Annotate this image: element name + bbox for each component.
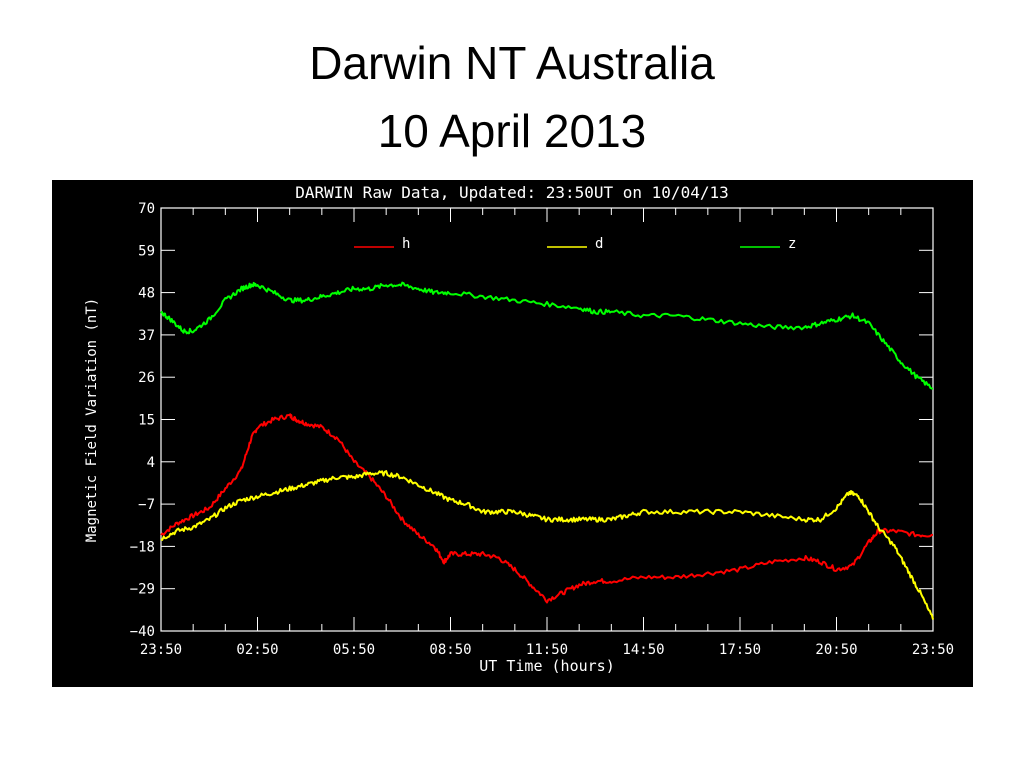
x-tick-label: 14:50 bbox=[622, 642, 664, 658]
x-tick-label: 11:50 bbox=[526, 642, 568, 658]
y-tick-label: 59 bbox=[138, 243, 155, 259]
x-tick-label: 05:50 bbox=[333, 642, 375, 658]
y-tick-label: 37 bbox=[138, 328, 155, 344]
chart-background bbox=[52, 180, 973, 687]
legend-label-h: h bbox=[402, 236, 410, 252]
chart-panel: DARWIN Raw Data, Updated: 23:50UT on 10/… bbox=[52, 180, 973, 687]
x-axis: 23:50 02:50 05:50 08:50 11:50 14:50 17:50 20:50… bbox=[140, 208, 954, 658]
x-tick-label: 23:50 bbox=[912, 642, 954, 658]
legend-label-d: d bbox=[595, 236, 603, 252]
x-tick-label: 20:50 bbox=[815, 642, 857, 658]
x-tick-label: 17:50 bbox=[719, 642, 761, 658]
series-line-d bbox=[160, 470, 934, 620]
slide-title-line-1: Darwin NT Australia bbox=[309, 37, 715, 89]
x-tick-label: 08:50 bbox=[429, 642, 471, 658]
series-line-h bbox=[160, 413, 933, 604]
y-axis: 70 59 48 37 26 15 4 −7 −18 −29 −40 bbox=[130, 201, 933, 640]
series-group bbox=[160, 281, 934, 620]
x-tick-label: 23:50 bbox=[140, 642, 182, 658]
y-tick-label: 48 bbox=[138, 286, 155, 302]
x-axis-label: UT Time (hours) bbox=[479, 657, 614, 675]
y-tick-label: −29 bbox=[130, 582, 155, 598]
y-tick-label: 26 bbox=[138, 370, 155, 386]
legend-label-z: z bbox=[788, 236, 796, 252]
y-tick-label: −40 bbox=[130, 624, 155, 640]
series-line-z bbox=[160, 281, 934, 390]
y-tick-label: 70 bbox=[138, 201, 155, 217]
chart-title: DARWIN Raw Data, Updated: 23:50UT on 10/… bbox=[295, 183, 728, 202]
magnetometer-chart: DARWIN Raw Data, Updated: 23:50UT on 10/… bbox=[52, 180, 973, 687]
y-tick-label: 4 bbox=[147, 455, 155, 471]
y-tick-label: 15 bbox=[138, 413, 155, 429]
y-tick-label: −7 bbox=[138, 497, 155, 513]
y-tick-label: −18 bbox=[130, 539, 155, 555]
slide-title-line-2: 10 April 2013 bbox=[377, 105, 647, 157]
y-axis-label: Magnetic Field Variation (nT) bbox=[84, 298, 100, 542]
x-tick-label: 02:50 bbox=[236, 642, 278, 658]
